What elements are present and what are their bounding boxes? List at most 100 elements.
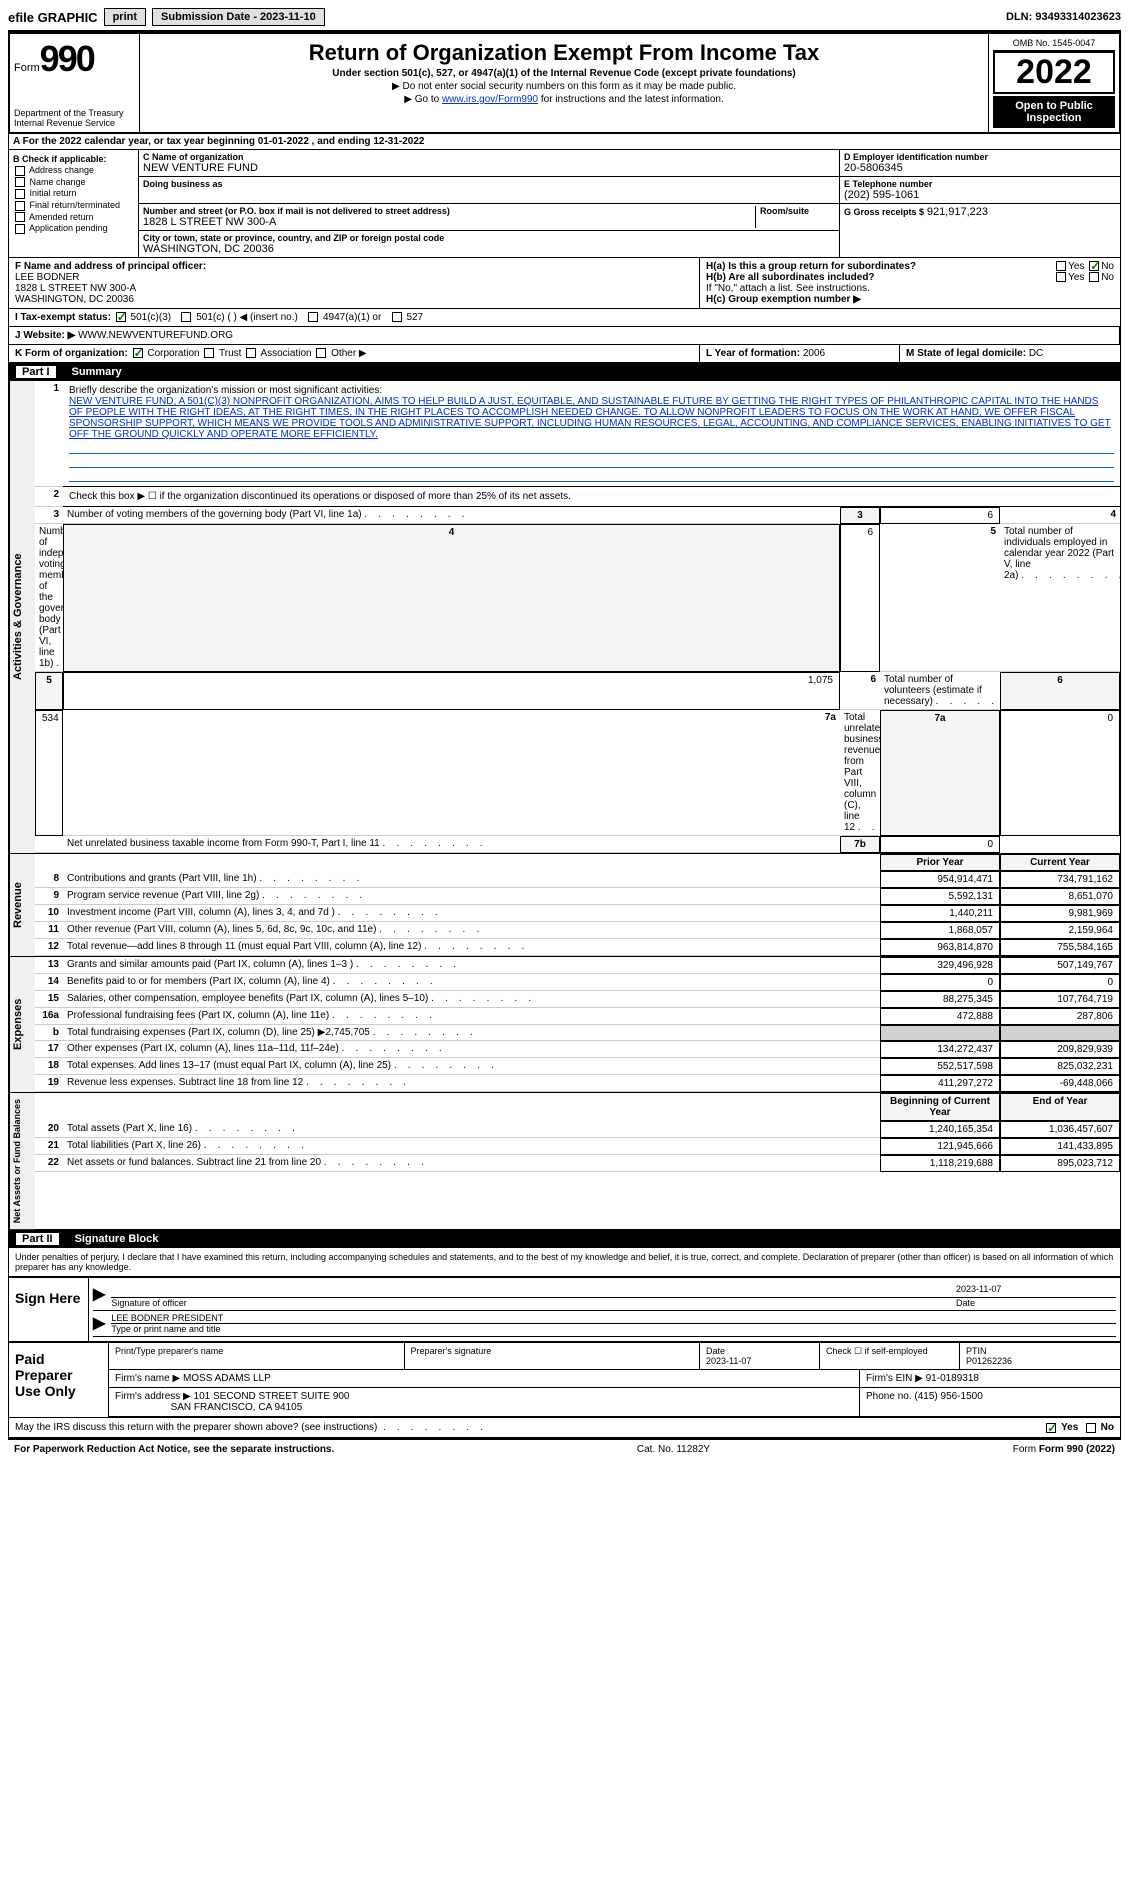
current-year: 734,791,162 [1000, 871, 1120, 888]
current-year: 507,149,767 [1000, 957, 1120, 974]
line-desc: Salaries, other compensation, employee b… [63, 991, 880, 1008]
arrow-icon: ▶ [93, 1313, 105, 1334]
prior-year: 411,297,272 [880, 1075, 1000, 1092]
line-desc: Total fundraising expenses (Part IX, col… [63, 1025, 880, 1041]
year-formation: 2006 [803, 348, 825, 359]
prior-year: 1,868,057 [880, 922, 1000, 939]
line-number: 4 [1000, 507, 1120, 524]
line-number: 5 [880, 524, 1000, 672]
end-year: 1,036,457,607 [1000, 1121, 1120, 1138]
officer-addr1: 1828 L STREET NW 300-A [15, 283, 693, 294]
preparer-header-row: Print/Type preparer's name Preparer's si… [109, 1343, 1120, 1370]
officer-name-title: LEE BODNER PRESIDENT [111, 1313, 1116, 1324]
line-desc: Total unrelated business revenue from Pa… [840, 710, 880, 836]
goto-note: ▶ Go to www.irs.gov/Form990 for instruct… [144, 94, 984, 105]
line-box: 7a [880, 710, 1000, 836]
line-number: 12 [35, 939, 63, 956]
omb-number: OMB No. 1545-0047 [993, 38, 1115, 51]
row-a-taxyear: A For the 2022 calendar year, or tax yea… [8, 134, 1121, 150]
line-value: 6 [840, 524, 880, 672]
current-year [1000, 1025, 1120, 1041]
line-number: 16a [35, 1008, 63, 1025]
line-box: 7b [840, 836, 880, 853]
top-bar: efile GRAPHIC print Submission Date - 20… [8, 8, 1121, 32]
current-year: 107,764,719 [1000, 991, 1120, 1008]
line-desc: Net unrelated business taxable income fr… [63, 836, 840, 853]
org-name: NEW VENTURE FUND [143, 162, 835, 174]
line-value: 534 [35, 710, 63, 836]
tax-exempt-status: I Tax-exempt status: 501(c)(3) 501(c) ( … [8, 309, 1121, 327]
dept-label: Department of the Treasury Internal Reve… [14, 108, 135, 128]
exp-side-label: Expenses [9, 957, 35, 1092]
city-state-zip: WASHINGTON, DC 20036 [143, 243, 835, 255]
section-b: B Check if applicable: Address change Na… [9, 150, 139, 257]
section-d: D Employer identification number 20-5806… [840, 150, 1120, 257]
open-inspection: Open to Public Inspection [993, 96, 1115, 128]
identity-grid: B Check if applicable: Address change Na… [8, 150, 1121, 258]
current-year: 9,981,969 [1000, 905, 1120, 922]
form-subtitle: Under section 501(c), 527, or 4947(a)(1)… [144, 68, 984, 79]
line-number: 14 [35, 974, 63, 991]
line-desc: Total revenue—add lines 8 through 11 (mu… [63, 939, 880, 956]
line-box: 4 [63, 524, 840, 672]
section-c: C Name of organization NEW VENTURE FUND … [139, 150, 840, 257]
current-year: 755,584,165 [1000, 939, 1120, 956]
line-value: 6 [880, 507, 1000, 524]
chk-corp [133, 348, 143, 358]
line-desc: Benefits paid to or for members (Part IX… [63, 974, 880, 991]
line-desc: Total number of individuals employed in … [1000, 524, 1120, 672]
current-year: 287,806 [1000, 1008, 1120, 1025]
line-number: 15 [35, 991, 63, 1008]
officer-addr2: WASHINGTON, DC 20036 [15, 294, 693, 305]
chk-name[interactable]: Name change [13, 177, 134, 188]
tax-year: 2022 [993, 51, 1115, 94]
discuss-row: May the IRS discuss this return with the… [9, 1417, 1120, 1437]
prior-year: 472,888 [880, 1008, 1000, 1025]
officer-name: LEE BODNER [15, 272, 693, 283]
chk-address[interactable]: Address change [13, 165, 134, 176]
form-title: Return of Organization Exempt From Incom… [144, 40, 984, 66]
line-desc: Other revenue (Part VIII, column (A), li… [63, 922, 880, 939]
irs-link[interactable]: www.irs.gov/Form990 [442, 94, 538, 105]
page-footer: For Paperwork Reduction Act Notice, see … [8, 1438, 1121, 1459]
chk-final[interactable]: Final return/terminated [13, 200, 134, 211]
telephone: (202) 595-1061 [844, 189, 1116, 201]
line-number: 19 [35, 1075, 63, 1092]
prior-year: 88,275,345 [880, 991, 1000, 1008]
line-number: 18 [35, 1058, 63, 1075]
prior-year: 134,272,437 [880, 1041, 1000, 1058]
line-number: 20 [35, 1121, 63, 1138]
sign-here-label: Sign Here [9, 1278, 89, 1341]
line-desc: Total assets (Part X, line 16) [63, 1121, 880, 1138]
line-value: 0 [880, 836, 1000, 853]
line-value: 1,075 [63, 672, 840, 710]
current-year: 825,032,231 [1000, 1058, 1120, 1075]
sign-date: 2023-11-07 [956, 1284, 1116, 1298]
line-desc: Number of voting members of the governin… [63, 507, 840, 524]
prep-date: 2023-11-07 [706, 1356, 751, 1366]
chk-amended[interactable]: Amended return [13, 212, 134, 223]
print-button[interactable]: print [104, 8, 146, 26]
line-number: 21 [35, 1138, 63, 1155]
prior-year [880, 1025, 1000, 1041]
line-number: 6 [840, 672, 880, 710]
chk-pending[interactable]: Application pending [13, 223, 134, 234]
current-year: 0 [1000, 974, 1120, 991]
line-desc: Grants and similar amounts paid (Part IX… [63, 957, 880, 974]
prior-year: 329,496,928 [880, 957, 1000, 974]
line-desc: Investment income (Part VIII, column (A)… [63, 905, 880, 922]
beginning-year: 121,945,666 [880, 1138, 1000, 1155]
revenue-table: Revenue Prior Year Current Year 8Contrib… [8, 854, 1121, 957]
chk-initial[interactable]: Initial return [13, 188, 134, 199]
line-number: 8 [35, 871, 63, 888]
line2-checkbox: Check this box ▶ ☐ if the organization d… [63, 487, 1120, 507]
line-desc: Total liabilities (Part X, line 26) [63, 1138, 880, 1155]
form-header: Form990 Department of the Treasury Inter… [8, 32, 1121, 134]
firm-addr: 101 SECOND STREET SUITE 900 [194, 1391, 350, 1402]
line-desc: Total expenses. Add lines 13–17 (must eq… [63, 1058, 880, 1075]
line-number: 13 [35, 957, 63, 974]
mission-text: NEW VENTURE FUND, A 501(C)(3) NONPROFIT … [69, 396, 1114, 440]
line-box: 3 [840, 507, 880, 524]
chk-501c3 [116, 312, 126, 322]
line-value: 0 [1000, 710, 1120, 836]
